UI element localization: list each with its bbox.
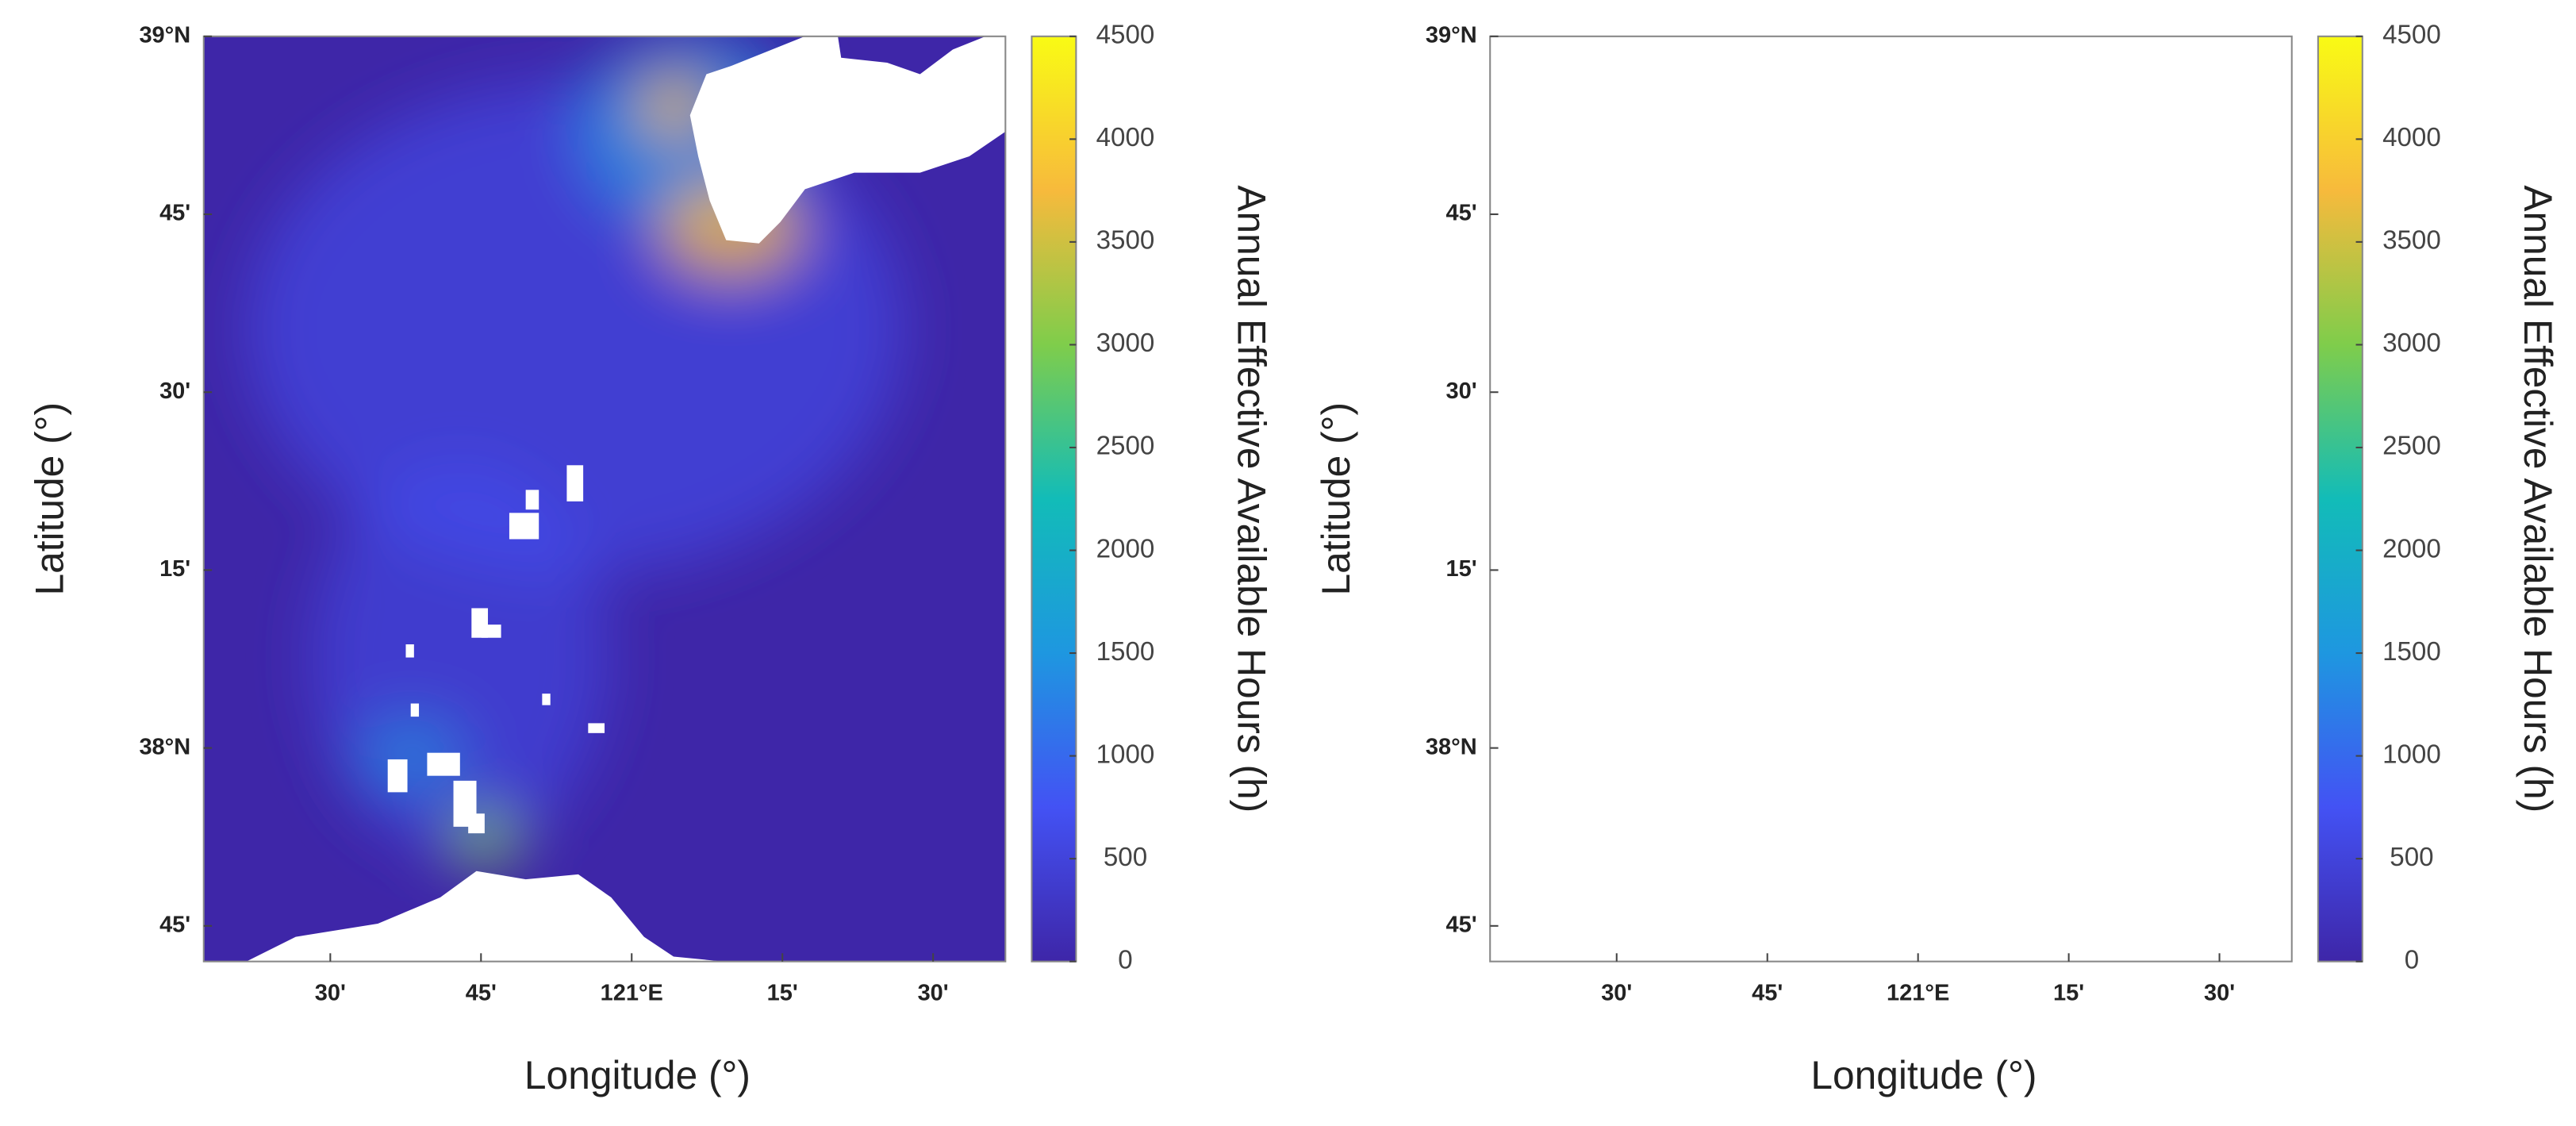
x-tick-label: 30' [918, 981, 949, 1006]
island [1674, 759, 1694, 792]
x-axis-label: Longitude (°) [1810, 1053, 2037, 1097]
colorbar-tick-label: 4000 [1096, 123, 1155, 152]
x-tick-label: 121°E [601, 981, 663, 1006]
island [509, 513, 539, 540]
colorbar-tick-label: 500 [2390, 843, 2433, 872]
colorbar-tick-label: 4500 [2382, 21, 2441, 50]
x-tick-label: 45' [466, 981, 497, 1006]
map-frame [1489, 35, 2293, 963]
island [427, 752, 460, 776]
island [566, 465, 584, 502]
island [387, 759, 408, 793]
y-tick-label: 39°N [1426, 22, 1477, 48]
land [246, 870, 724, 962]
colorbar-tick-label: 3500 [1096, 226, 1155, 256]
y-tick-label: 45' [1446, 912, 1477, 937]
island [1853, 465, 1870, 502]
island [588, 723, 605, 733]
map-background [1490, 37, 2292, 962]
colorbar [2317, 35, 2363, 963]
map [1490, 37, 2292, 962]
x-tick-label: 30' [315, 981, 346, 1006]
colorbar-tick-label: 1000 [1096, 740, 1155, 769]
colorbar-tick-label: 3000 [1096, 329, 1155, 358]
field-blob [1999, 225, 2045, 252]
colorbar [1031, 35, 1077, 963]
colorbar-tick-label: 4000 [2382, 123, 2441, 152]
island [1740, 781, 1763, 827]
island [1829, 694, 1837, 705]
y-tick-label: 15' [1446, 556, 1477, 582]
field-blob [353, 715, 469, 797]
map [203, 36, 1006, 962]
x-tick-label: 30' [1601, 981, 1632, 1006]
colorbar-tick-label: 2500 [2382, 432, 2441, 461]
island [1758, 608, 1775, 637]
intensity-field [1878, 49, 2108, 296]
land [1533, 871, 2010, 962]
island [1812, 490, 1825, 509]
map-frame [202, 35, 1007, 963]
colorbar-label: Annual Effective Available Hours (h) [1230, 185, 1274, 813]
island [468, 813, 485, 834]
colorbar-tick-label: 2500 [1096, 432, 1155, 461]
colorbar-tick-label: 2000 [2382, 534, 2441, 563]
island [525, 490, 539, 510]
island [1714, 753, 1746, 776]
island [1692, 644, 1700, 658]
island [481, 624, 501, 638]
y-tick-label: 15' [159, 556, 190, 582]
colorbar-tick-label: 1000 [2382, 740, 2441, 769]
colorbar-label: Annual Effective Available Hours (h) [2516, 185, 2560, 813]
colorbar-tick-label: 1500 [2382, 637, 2441, 667]
colorbar-tick-label: 4500 [1096, 21, 1155, 50]
x-tick-label: 15' [767, 981, 798, 1006]
island [1697, 704, 1705, 717]
colorbar-tick-label: 3500 [2382, 226, 2441, 256]
field-blob [1878, 49, 2010, 148]
colorbar-tick-label: 2000 [1096, 534, 1155, 563]
island [542, 694, 551, 705]
island [1875, 723, 1891, 732]
island [1755, 813, 1772, 833]
colorbar-tick-label: 3000 [2382, 329, 2441, 358]
land [1976, 37, 2292, 244]
colorbar-tick-label: 0 [2405, 945, 2419, 974]
y-tick-label: 45' [159, 912, 190, 937]
y-tick-label: 38°N [139, 734, 190, 759]
colorbar-tick-label: 1500 [1096, 637, 1155, 667]
island [1795, 513, 1825, 539]
x-tick-label: 121°E [1887, 981, 1949, 1006]
y-tick-label: 38°N [1426, 734, 1477, 759]
x-tick-label: 30' [2204, 981, 2235, 1006]
y-tick-label: 30' [159, 379, 190, 404]
island [410, 703, 420, 717]
colorbar-tick-label: 500 [1104, 843, 1147, 872]
y-tick-label: 30' [1446, 379, 1477, 404]
colorbar-tick-label: 0 [1118, 945, 1132, 974]
island [1768, 624, 1787, 638]
x-tick-label: 45' [1752, 981, 1783, 1006]
field-blob [1910, 148, 2107, 296]
x-axis-label: Longitude (°) [524, 1053, 751, 1097]
y-axis-label: Latitude (°) [27, 402, 71, 596]
land [689, 36, 1006, 244]
x-tick-label: 15' [2053, 981, 2084, 1006]
y-axis-label: Latitude (°) [1314, 402, 1358, 596]
island [405, 644, 414, 658]
y-tick-label: 39°N [139, 22, 190, 48]
y-tick-label: 45' [1446, 201, 1477, 226]
y-tick-label: 45' [159, 201, 190, 226]
